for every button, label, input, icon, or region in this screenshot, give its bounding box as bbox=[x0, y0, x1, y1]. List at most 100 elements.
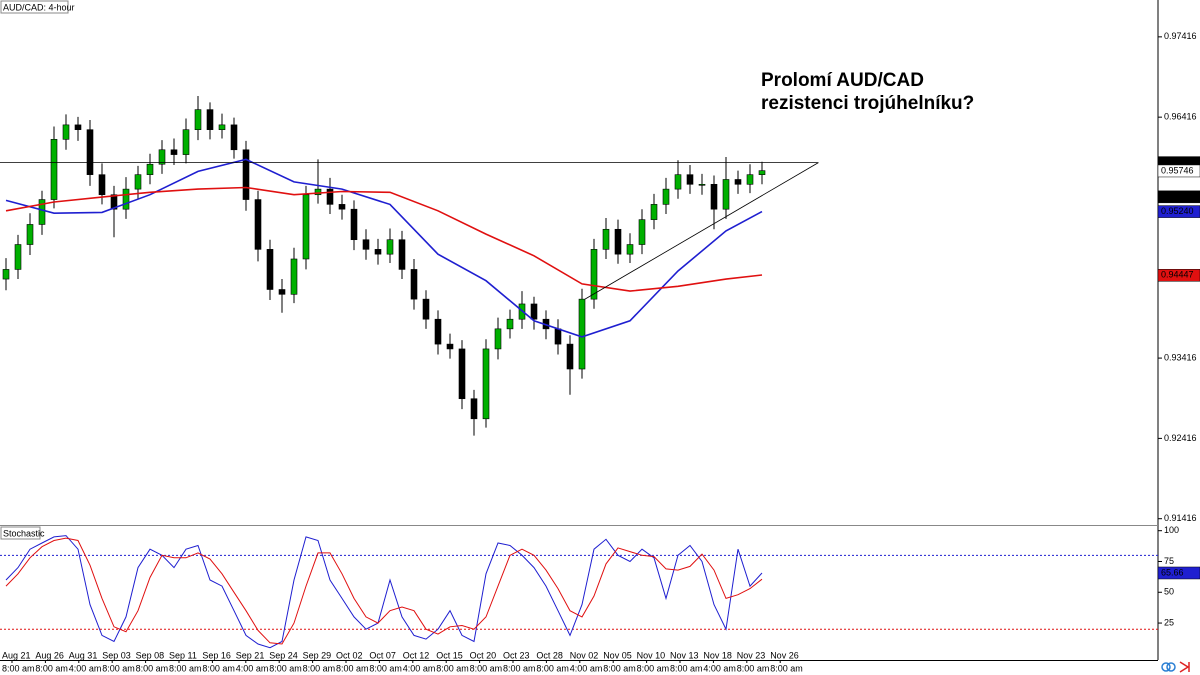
price-label: 0.95746 bbox=[1161, 165, 1194, 175]
candle-body bbox=[686, 174, 694, 185]
candle-body bbox=[74, 124, 82, 130]
x-time-label: 8:00 am bbox=[670, 663, 703, 673]
candle-body bbox=[446, 343, 454, 350]
price-label-box bbox=[1157, 566, 1200, 580]
x-date-label: Oct 07 bbox=[369, 650, 396, 660]
candle-body bbox=[614, 228, 622, 255]
annotation: rezistenci trojúhelníku? bbox=[761, 93, 974, 114]
y-tick-label: 0.92416 bbox=[1164, 433, 1197, 443]
x-time-label: 8:00 am bbox=[102, 663, 135, 673]
x-date-label: Sep 21 bbox=[236, 650, 265, 660]
x-time-label: 8:00 am bbox=[369, 663, 402, 673]
price-label: 0.95850 bbox=[1161, 157, 1194, 167]
x-time-label: 4:00 am bbox=[236, 663, 269, 673]
x-date-label: Nov 26 bbox=[770, 650, 799, 660]
indicator-title-box bbox=[0, 526, 41, 540]
title-box bbox=[0, 0, 69, 14]
candle-body bbox=[578, 298, 586, 370]
candle-body bbox=[290, 258, 298, 295]
candle-body bbox=[158, 149, 166, 165]
candle-body bbox=[590, 249, 598, 300]
x-date-label: Aug 31 bbox=[69, 650, 98, 660]
candle-body bbox=[602, 228, 610, 250]
x-date-label: Sep 11 bbox=[169, 650, 197, 660]
x-date-label: Sep 29 bbox=[303, 650, 332, 660]
x-time-label: 8:00 am bbox=[136, 663, 169, 673]
price-label-box bbox=[1157, 190, 1200, 204]
stochastic-line bbox=[5, 535, 763, 649]
x-time-label: 8:00 am bbox=[2, 663, 35, 673]
candle-body bbox=[194, 109, 202, 130]
y-tick-label: 100 bbox=[1164, 525, 1179, 535]
indicator-title: Stochastic bbox=[3, 528, 45, 538]
x-time-label: 8:00 am bbox=[269, 663, 302, 673]
candle-body bbox=[566, 343, 574, 370]
candle-body bbox=[626, 244, 634, 255]
x-time-label: 8:00 am bbox=[637, 663, 670, 673]
x-time-label: 4:00 am bbox=[403, 663, 436, 673]
x-time-label: 4:00 am bbox=[703, 663, 736, 673]
candle-body bbox=[122, 188, 130, 210]
x-date-label: Nov 23 bbox=[737, 650, 766, 660]
candle-body bbox=[134, 174, 142, 190]
candle-body bbox=[326, 188, 334, 205]
x-time-label: 4:00 am bbox=[570, 663, 603, 673]
candle-body bbox=[482, 348, 490, 420]
candle-body bbox=[710, 183, 718, 210]
y-tick-label: 75 bbox=[1164, 556, 1174, 566]
chart-title: AUD/CAD: 4-hour bbox=[3, 2, 75, 12]
x-date-label: Nov 10 bbox=[637, 650, 666, 660]
trend-line bbox=[584, 162, 819, 300]
candle-body bbox=[638, 219, 646, 245]
x-date-label: Oct 02 bbox=[336, 650, 363, 660]
y-tick-label: 0.91416 bbox=[1164, 513, 1197, 523]
candle-body bbox=[422, 298, 430, 320]
candle-body bbox=[734, 179, 742, 185]
candle-body bbox=[362, 239, 370, 250]
candle-body bbox=[386, 239, 394, 255]
x-date-label: Nov 02 bbox=[570, 650, 599, 660]
candle-body bbox=[86, 129, 94, 175]
candle-body bbox=[674, 174, 682, 190]
x-time-label: 8:00 am bbox=[202, 663, 235, 673]
candle-body bbox=[182, 129, 190, 155]
x-time-label: 8:00 am bbox=[35, 663, 68, 673]
y-tick-label: 50 bbox=[1164, 587, 1174, 597]
candle-body bbox=[266, 249, 274, 290]
x-date-label: Oct 23 bbox=[503, 650, 530, 660]
moving-average bbox=[5, 186, 763, 292]
x-time-label: 8:00 am bbox=[470, 663, 503, 673]
candle-body bbox=[458, 348, 466, 400]
x-time-label: 8:00 am bbox=[336, 663, 369, 673]
x-date-label: Oct 28 bbox=[536, 650, 563, 660]
candle-body bbox=[50, 139, 58, 200]
candle-body bbox=[506, 318, 514, 330]
candle-body bbox=[206, 109, 214, 130]
x-date-label: Aug 21 bbox=[2, 650, 31, 660]
toolbar-icons bbox=[1161, 661, 1190, 673]
candle-body bbox=[302, 194, 310, 260]
candle-body bbox=[470, 398, 478, 420]
x-date-label: Oct 15 bbox=[436, 650, 463, 660]
x-time-label: 8:00 am bbox=[603, 663, 636, 673]
candle-body bbox=[554, 328, 562, 345]
candle-body bbox=[374, 249, 382, 255]
candle-body bbox=[746, 174, 754, 185]
y-tick-label: 0.97416 bbox=[1164, 31, 1197, 41]
candle-body bbox=[218, 124, 226, 130]
candle-body bbox=[398, 239, 406, 270]
price-label: 65.66 bbox=[1161, 567, 1184, 577]
candle-body bbox=[650, 204, 658, 220]
x-date-label: Aug 26 bbox=[35, 650, 64, 660]
candle-body bbox=[410, 269, 418, 300]
candle-body bbox=[662, 188, 670, 205]
candle-body bbox=[530, 303, 538, 320]
y-tick-label: 0.93416 bbox=[1164, 352, 1197, 362]
x-time-label: 8:00 am bbox=[436, 663, 469, 673]
candle-body bbox=[146, 163, 154, 175]
candle-body bbox=[38, 199, 46, 225]
candle-body bbox=[110, 194, 118, 210]
candle-body bbox=[314, 188, 322, 196]
